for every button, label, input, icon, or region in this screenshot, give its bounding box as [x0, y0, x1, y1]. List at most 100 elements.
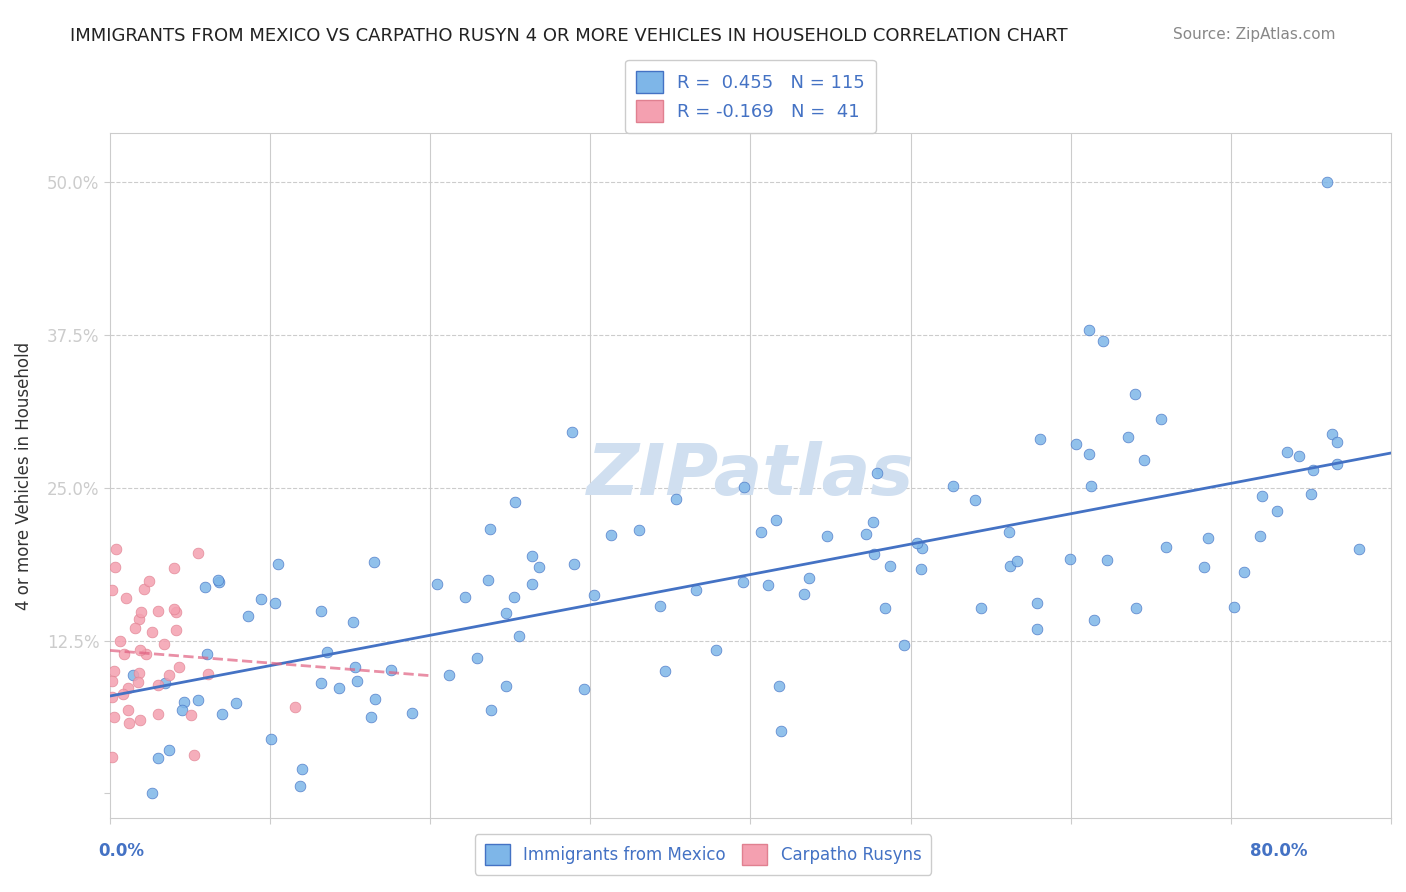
Point: [103, 710, 125, 724]
Text: ZIPatlas: ZIPatlas: [586, 441, 914, 510]
Point: [765, 513, 787, 527]
Point: [1233, 566, 1256, 580]
Point: [1150, 412, 1173, 426]
Point: [1288, 450, 1310, 464]
Point: [1250, 490, 1272, 504]
Point: [768, 680, 790, 694]
Point: [1275, 444, 1298, 458]
Point: [127, 674, 149, 689]
Point: [1347, 542, 1369, 557]
Point: [1080, 478, 1102, 492]
Point: [1029, 432, 1052, 446]
Point: [112, 687, 135, 701]
Point: [685, 582, 707, 597]
Point: [328, 681, 350, 695]
Y-axis label: 4 or more Vehicles in Household: 4 or more Vehicles in Household: [15, 342, 32, 609]
Point: [291, 762, 314, 776]
Point: [495, 607, 517, 621]
Point: [309, 676, 332, 690]
Point: [731, 575, 754, 590]
Point: [103, 664, 125, 678]
Point: [264, 596, 287, 610]
Point: [648, 599, 671, 613]
Point: [207, 573, 229, 587]
Point: [141, 787, 163, 801]
Point: [1267, 504, 1289, 518]
Point: [165, 623, 187, 637]
Legend: R =  0.455   N = 115, R = -0.169   N =  41: R = 0.455 N = 115, R = -0.169 N = 41: [626, 60, 876, 133]
Point: [998, 524, 1021, 539]
Point: [363, 555, 385, 569]
Point: [1116, 430, 1139, 444]
Point: [104, 560, 127, 574]
Point: [1123, 387, 1146, 401]
Point: [879, 558, 901, 573]
Point: [561, 425, 583, 439]
Point: [562, 557, 585, 571]
Point: [211, 707, 233, 722]
Point: [187, 546, 209, 560]
Point: [1095, 553, 1118, 567]
Point: [855, 526, 877, 541]
Point: [134, 582, 156, 596]
Point: [128, 713, 150, 727]
Point: [283, 700, 305, 714]
Point: [529, 560, 551, 574]
Point: [112, 647, 135, 661]
Point: [236, 608, 259, 623]
Point: [249, 591, 271, 606]
Point: [342, 615, 364, 629]
Point: [905, 536, 928, 550]
Point: [225, 696, 247, 710]
Point: [153, 676, 176, 690]
Point: [115, 591, 138, 605]
Point: [124, 621, 146, 635]
Point: [121, 668, 143, 682]
Point: [153, 637, 176, 651]
Point: [910, 562, 932, 576]
Point: [187, 692, 209, 706]
Point: [128, 612, 150, 626]
Point: [288, 780, 311, 794]
Point: [572, 681, 595, 696]
Point: [1154, 540, 1177, 554]
Point: [346, 673, 368, 688]
Point: [163, 560, 186, 574]
Point: [1301, 487, 1323, 501]
Point: [128, 666, 150, 681]
Text: IMMIGRANTS FROM MEXICO VS CARPATHO RUSYN 4 OR MORE VEHICLES IN HOUSEHOLD CORRELA: IMMIGRANTS FROM MEXICO VS CARPATHO RUSYN…: [70, 27, 1069, 45]
Point: [465, 650, 488, 665]
Point: [654, 665, 676, 679]
Point: [1320, 426, 1343, 441]
Point: [503, 495, 526, 509]
Point: [1249, 529, 1271, 543]
Point: [600, 527, 623, 541]
Point: [101, 582, 124, 597]
Point: [173, 695, 195, 709]
Point: [793, 587, 815, 601]
Point: [1133, 452, 1156, 467]
Point: [165, 605, 187, 619]
Point: [100, 674, 122, 689]
Point: [797, 570, 820, 584]
Point: [862, 548, 884, 562]
Text: 0.0%: 0.0%: [98, 842, 145, 860]
Point: [437, 668, 460, 682]
Point: [426, 576, 449, 591]
Point: [183, 748, 205, 763]
Point: [129, 642, 152, 657]
Point: [108, 634, 131, 648]
Point: [1192, 560, 1215, 574]
Point: [749, 524, 772, 539]
Point: [141, 624, 163, 639]
Point: [733, 480, 755, 494]
Point: [148, 706, 170, 721]
Point: [1083, 613, 1105, 627]
Point: [197, 667, 219, 681]
Point: [146, 751, 169, 765]
Point: [1326, 457, 1348, 471]
Point: [344, 659, 367, 673]
Text: Source: ZipAtlas.com: Source: ZipAtlas.com: [1173, 27, 1336, 42]
Point: [401, 706, 423, 720]
Point: [862, 515, 884, 529]
